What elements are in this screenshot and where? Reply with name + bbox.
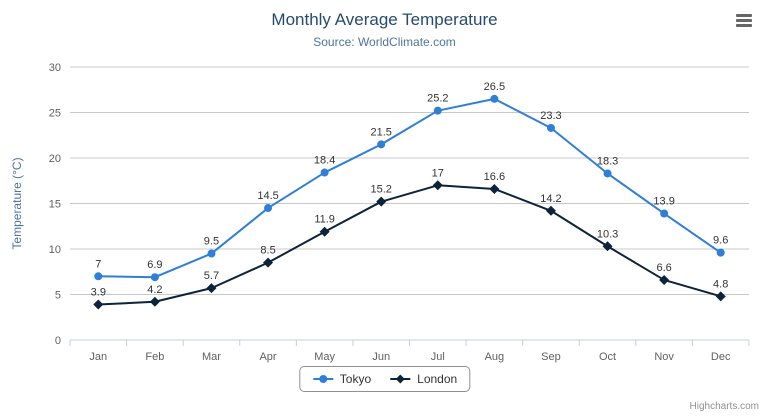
data-point-london[interactable] (432, 180, 443, 191)
data-point-london[interactable] (545, 205, 556, 216)
data-point-london[interactable] (659, 274, 670, 285)
data-point-tokyo[interactable] (546, 123, 555, 132)
data-label: 4.2 (147, 284, 162, 296)
data-point-tokyo[interactable] (490, 94, 499, 103)
data-point-london[interactable] (93, 299, 104, 310)
series-line-tokyo[interactable] (98, 97, 722, 279)
x-axis-label: Sep (541, 351, 561, 363)
export-menu-button[interactable] (731, 8, 757, 32)
y-axis-label: 30 (49, 62, 61, 74)
data-label: 21.5 (370, 126, 391, 138)
data-label: 17 (432, 167, 444, 179)
y-axis-title: Temperature (°C) (10, 157, 24, 249)
data-label: 14.2 (540, 193, 561, 205)
x-axis-label: Feb (145, 351, 164, 363)
data-point-tokyo[interactable] (150, 273, 159, 282)
legend: Tokyo London (298, 366, 471, 392)
london-series-marker-icon (390, 374, 411, 384)
data-label: 8.5 (260, 245, 275, 257)
series-line-london[interactable] (98, 184, 721, 306)
data-label: 14.5 (257, 190, 278, 202)
chart-subtitle: Source: WorldClimate.com (313, 35, 456, 49)
data-label: 18.3 (597, 155, 618, 167)
data-label: 4.8 (713, 278, 728, 290)
data-point-tokyo[interactable] (716, 248, 725, 257)
data-label: 10.3 (597, 228, 618, 240)
data-label: 26.5 (484, 81, 505, 93)
data-label: 15.2 (370, 184, 391, 196)
data-label: 25.2 (427, 93, 448, 105)
data-label: 9.5 (204, 236, 219, 248)
data-point-tokyo[interactable] (207, 249, 216, 258)
x-axis-label: Jun (372, 351, 390, 363)
x-axis-label: Nov (654, 351, 674, 363)
x-axis-label: Mar (202, 351, 221, 363)
x-axis-label: Dec (711, 351, 731, 363)
data-point-london[interactable] (489, 183, 500, 194)
x-axis-label: Apr (259, 351, 276, 363)
data-point-london[interactable] (376, 196, 387, 207)
data-point-london[interactable] (715, 291, 726, 302)
y-axis-label: 0 (55, 335, 61, 347)
y-axis-label: 15 (49, 199, 61, 211)
x-axis-label: Jul (431, 351, 445, 363)
data-label: 3.9 (91, 287, 106, 299)
hamburger-icon (733, 13, 755, 27)
data-label: 13.9 (653, 196, 674, 208)
x-axis-label: Aug (485, 351, 505, 363)
data-point-tokyo[interactable] (603, 169, 612, 178)
data-point-london[interactable] (602, 241, 613, 252)
tokyo-series-marker-icon (312, 375, 333, 383)
data-label: 11.9 (314, 214, 335, 226)
data-point-tokyo[interactable] (94, 272, 103, 281)
data-point-london[interactable] (206, 283, 217, 294)
data-point-tokyo[interactable] (660, 209, 669, 218)
data-point-tokyo[interactable] (264, 204, 273, 213)
credits-link[interactable]: Highcharts.com (689, 401, 759, 412)
x-axis-label: Jan (89, 351, 107, 363)
legend-label-tokyo: Tokyo (339, 372, 372, 386)
legend-item-london[interactable]: London (389, 372, 457, 386)
data-label: 18.4 (314, 155, 335, 167)
y-axis-label: 20 (49, 153, 61, 165)
data-point-london[interactable] (319, 226, 330, 237)
data-label: 5.7 (204, 270, 219, 282)
data-point-tokyo[interactable] (320, 168, 329, 177)
data-point-tokyo[interactable] (433, 106, 442, 115)
legend-label-london: London (417, 372, 458, 386)
data-label: 6.9 (147, 259, 162, 271)
x-axis-label: May (314, 351, 335, 363)
data-point-london[interactable] (149, 296, 160, 307)
legend-item-tokyo[interactable]: Tokyo (312, 372, 371, 386)
data-label: 16.6 (484, 171, 505, 183)
data-label: 7 (95, 258, 101, 270)
data-point-tokyo[interactable] (377, 140, 386, 149)
y-axis-label: 10 (49, 244, 61, 256)
data-label: 6.6 (656, 262, 671, 274)
y-axis-label: 5 (55, 290, 61, 302)
data-label: 23.3 (540, 110, 561, 122)
chart-title: Monthly Average Temperature (271, 10, 498, 29)
x-axis-label: Oct (599, 351, 616, 363)
data-label: 9.6 (713, 235, 728, 247)
data-point-london[interactable] (263, 257, 274, 268)
y-axis-label: 25 (49, 108, 61, 120)
